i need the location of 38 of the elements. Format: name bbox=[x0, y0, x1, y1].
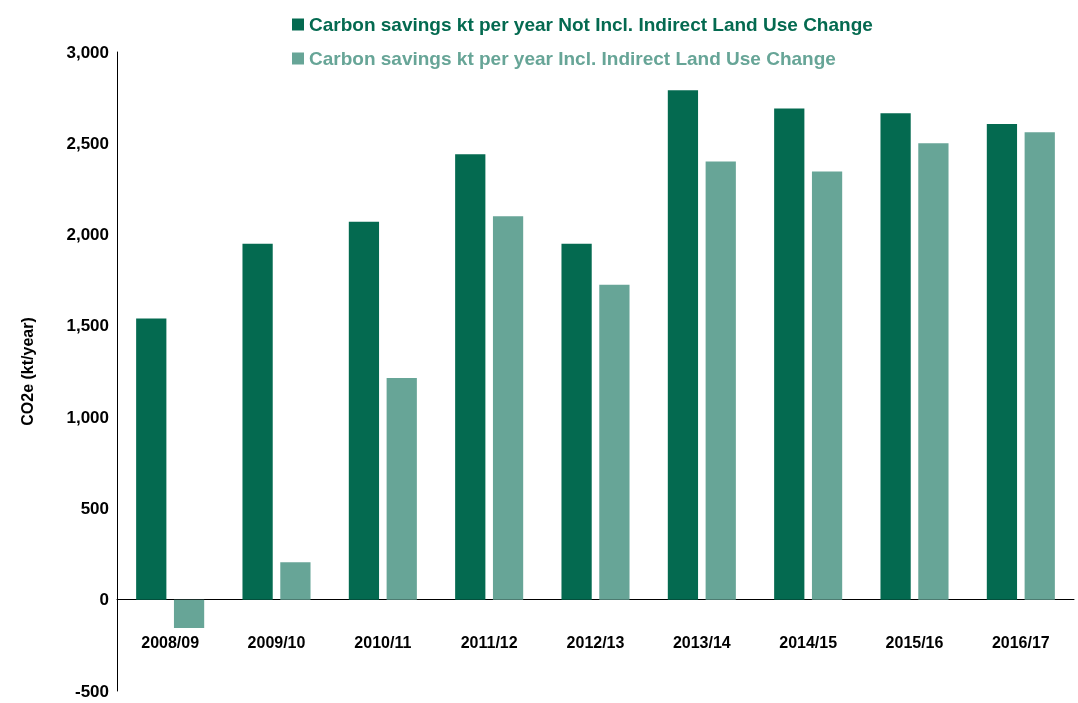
y-tick-label: -500 bbox=[74, 681, 109, 701]
x-tick-label: 2015/16 bbox=[885, 633, 944, 651]
bar bbox=[242, 243, 273, 600]
y-tick-label: 500 bbox=[80, 498, 109, 518]
bar bbox=[880, 113, 911, 600]
bar bbox=[811, 171, 843, 600]
bar bbox=[455, 154, 486, 600]
bar bbox=[386, 377, 417, 600]
x-tick-label: 2014/15 bbox=[779, 633, 838, 651]
bar bbox=[1024, 132, 1055, 600]
y-tick-label: 2,500 bbox=[66, 133, 109, 153]
bar bbox=[492, 216, 524, 600]
y-tick-label: 1,000 bbox=[66, 407, 109, 427]
bar bbox=[136, 318, 167, 600]
y-tick-label: 2,000 bbox=[66, 225, 109, 245]
legend-label: Carbon savings kt per year Not Incl. Indirect Land Use Change bbox=[309, 14, 873, 35]
y-tick-label: 0 bbox=[99, 590, 109, 610]
y-tick-label: 3,000 bbox=[66, 42, 109, 62]
x-tick-label: 2009/10 bbox=[247, 633, 306, 651]
x-tick-label: 2010/11 bbox=[354, 633, 412, 651]
bar bbox=[918, 143, 949, 600]
legend-label: Carbon savings kt per year Incl. Indirect Land Use Change bbox=[309, 48, 836, 69]
y-tick-label: 1,500 bbox=[66, 316, 109, 336]
bar bbox=[173, 599, 205, 629]
bar bbox=[348, 221, 380, 600]
bar bbox=[667, 90, 699, 600]
bar bbox=[774, 108, 805, 600]
x-tick-label: 2016/17 bbox=[991, 633, 1050, 651]
x-tick-label: 2013/14 bbox=[672, 633, 731, 651]
y-axis-title: CO2e (kt/year) bbox=[18, 317, 36, 426]
bar bbox=[599, 284, 630, 600]
x-tick-label: 2012/13 bbox=[566, 633, 625, 651]
bar bbox=[705, 161, 736, 600]
x-tick-label: 2011/12 bbox=[460, 633, 518, 651]
bar bbox=[986, 124, 1018, 600]
bar bbox=[561, 243, 592, 600]
bar bbox=[280, 562, 311, 600]
x-tick-label: 2008/09 bbox=[141, 633, 200, 651]
